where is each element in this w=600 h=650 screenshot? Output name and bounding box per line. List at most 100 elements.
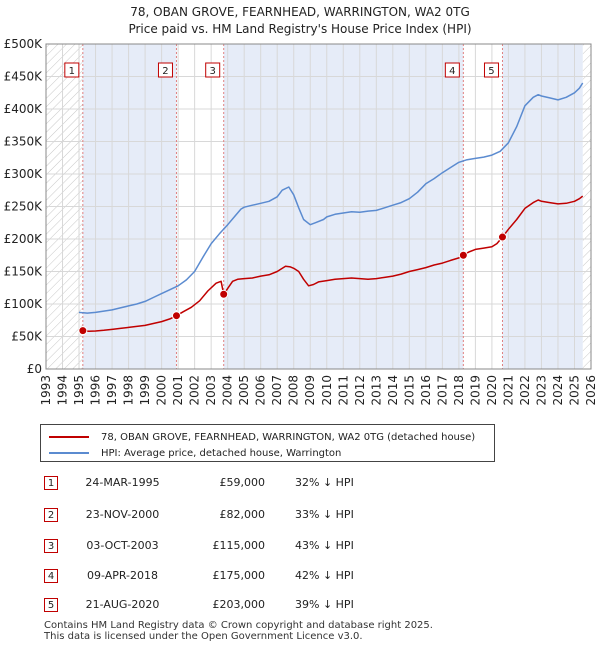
sale-point <box>497 232 507 242</box>
sale-label-number: 1 <box>69 66 75 77</box>
y-tick-label: £450K <box>4 70 44 84</box>
sale-point <box>78 326 88 336</box>
sales-row: 2 23-NOV-2000 £82,000 33% ↓ HPI <box>0 507 600 527</box>
x-tick-label: 2024 <box>551 375 565 406</box>
sale-price: £82,000 <box>219 508 266 521</box>
y-tick-label: £50K <box>11 330 43 344</box>
sale-date: 09-APR-2018 <box>86 569 159 582</box>
chart-legend: 78, OBAN GROVE, FEARNHEAD, WARRINGTON, W… <box>40 424 495 462</box>
sale-date: 03-OCT-2003 <box>86 539 159 552</box>
sale-label-number: 2 <box>162 66 168 77</box>
x-tick-label: 1997 <box>105 375 119 406</box>
sale-number-badge: 2 <box>44 508 58 522</box>
sales-row: 3 03-OCT-2003 £115,000 43% ↓ HPI <box>0 538 600 558</box>
x-tick-label: 2000 <box>155 375 169 406</box>
sale-number-badge: 3 <box>44 539 58 553</box>
x-tick-label: 2005 <box>237 375 251 406</box>
footer-line-copyright: Contains HM Land Registry data © Crown c… <box>44 620 433 631</box>
x-tick-label: 2023 <box>534 375 548 406</box>
y-tick-label: £500K <box>4 37 44 51</box>
y-tick-label: £150K <box>4 265 44 279</box>
y-tick-label: £100K <box>4 297 44 311</box>
sale-number-badge: 1 <box>44 476 58 490</box>
x-tick-label: 2015 <box>402 375 416 406</box>
footer-attribution: Contains HM Land Registry data © Crown c… <box>44 620 433 642</box>
sale-hpi-diff: 33% ↓ HPI <box>295 508 354 521</box>
sale-number-badge: 4 <box>44 569 58 583</box>
x-tick-label: 2012 <box>353 375 367 406</box>
x-tick-label: 2009 <box>303 375 317 406</box>
legend-swatch-property <box>49 436 89 438</box>
x-tick-label: 2007 <box>270 375 284 406</box>
x-tick-label: 2017 <box>435 375 449 406</box>
y-tick-label: £200K <box>4 232 44 246</box>
sale-hpi-diff: 43% ↓ HPI <box>295 539 354 552</box>
x-tick-label: 2025 <box>567 375 581 406</box>
sale-price: £59,000 <box>219 476 266 489</box>
chart-subtitle: Price paid vs. HM Land Registry's House … <box>128 22 471 36</box>
y-tick-label: £250K <box>4 200 44 214</box>
x-tick-label: 2001 <box>171 375 185 406</box>
x-tick-label: 2002 <box>188 375 202 406</box>
sale-date: 21-AUG-2020 <box>85 598 160 611</box>
x-tick-label: 2019 <box>468 375 482 406</box>
sales-row: 5 21-AUG-2020 £203,000 39% ↓ HPI <box>0 597 600 617</box>
x-tick-label: 2008 <box>287 375 301 406</box>
x-tick-label: 2011 <box>336 375 350 406</box>
sale-label-box <box>157 62 173 78</box>
x-tick-label: 1995 <box>72 375 86 406</box>
x-tick-label: 2004 <box>221 375 235 406</box>
sale-point <box>458 250 468 260</box>
sale-point <box>171 311 181 321</box>
x-tick-label: 2016 <box>419 375 433 406</box>
x-tick-label: 2022 <box>518 375 532 406</box>
sales-row: 4 09-APR-2018 £175,000 42% ↓ HPI <box>0 568 600 588</box>
sale-date: 24-MAR-1995 <box>85 476 160 489</box>
sale-price: £115,000 <box>212 539 266 552</box>
x-tick-label: 2013 <box>369 375 383 406</box>
legend-entry-hpi: HPI: Average price, detached house, Warr… <box>49 445 341 461</box>
x-tick-label: 2010 <box>320 375 334 406</box>
sale-label-box <box>64 62 80 78</box>
sale-label-box <box>444 62 460 78</box>
sale-hpi-diff: 42% ↓ HPI <box>295 569 354 582</box>
y-tick-label: £0 <box>27 362 42 376</box>
price-chart: 78, OBAN GROVE, FEARNHEAD, WARRINGTON, W… <box>4 5 598 406</box>
sale-hpi-diff: 39% ↓ HPI <box>295 598 354 611</box>
sale-label-number: 4 <box>449 66 455 77</box>
x-tick-label: 1999 <box>138 375 152 406</box>
legend-swatch-hpi <box>49 452 89 454</box>
x-tick-label: 2003 <box>204 375 218 406</box>
sale-point <box>219 289 229 299</box>
sale-hpi-diff: 32% ↓ HPI <box>295 476 354 489</box>
sales-row: 1 24-MAR-1995 £59,000 32% ↓ HPI <box>0 475 600 495</box>
x-tick-label: 1994 <box>56 375 70 406</box>
x-tick-label: 2014 <box>386 375 400 406</box>
x-tick-label: 2020 <box>485 375 499 406</box>
x-tick-label: 1993 <box>39 375 53 406</box>
sale-price: £203,000 <box>212 598 266 611</box>
x-tick-label: 2006 <box>254 375 268 406</box>
y-tick-label: £400K <box>4 102 44 116</box>
x-tick-label: 1998 <box>122 375 136 406</box>
sale-price: £175,000 <box>212 569 266 582</box>
chart-title: 78, OBAN GROVE, FEARNHEAD, WARRINGTON, W… <box>130 5 470 19</box>
legend-label-hpi: HPI: Average price, detached house, Warr… <box>101 447 342 459</box>
footer-line-licence: This data is licensed under the Open Gov… <box>44 631 363 642</box>
sale-number-badge: 5 <box>44 598 58 612</box>
sale-date: 23-NOV-2000 <box>85 508 160 521</box>
sale-label-number: 5 <box>488 66 494 77</box>
y-tick-label: £300K <box>4 167 44 181</box>
x-tick-label: 1996 <box>89 375 103 406</box>
plot-frame <box>45 43 592 370</box>
sale-label-box <box>205 62 221 78</box>
x-tick-label: 2021 <box>501 375 515 406</box>
sale-label-number: 3 <box>210 66 216 77</box>
x-tick-label: 2018 <box>452 375 466 406</box>
y-tick-label: £350K <box>4 135 44 149</box>
sale-label-box <box>483 62 499 78</box>
legend-entry-property: 78, OBAN GROVE, FEARNHEAD, WARRINGTON, W… <box>49 429 475 445</box>
x-tick-label: 2026 <box>584 375 598 406</box>
series-line-hpi <box>78 82 584 314</box>
legend-label-property: 78, OBAN GROVE, FEARNHEAD, WARRINGTON, W… <box>101 431 476 443</box>
